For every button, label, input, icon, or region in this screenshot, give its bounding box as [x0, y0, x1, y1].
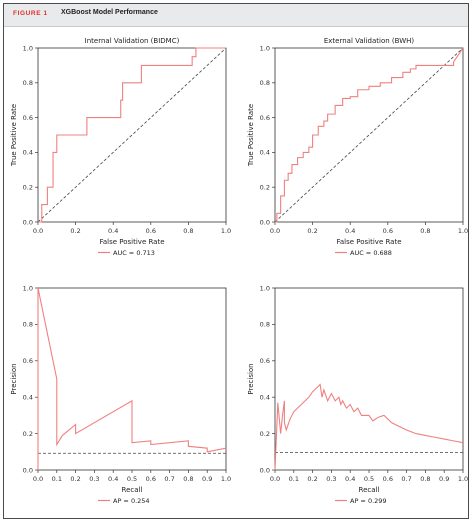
y-tick-label: 0.8 [23, 79, 33, 87]
y-tick-label: 0.0 [23, 218, 33, 226]
x-tick-label: 0.8 [420, 475, 430, 483]
x-tick-label: 0.7 [401, 475, 411, 483]
x-tick-label: 0.3 [326, 475, 336, 483]
x-tick-label: 0.6 [383, 227, 393, 235]
roc-internal-chart: Internal Validation (BIDMC) 0.0 0.2 0.4 0.6 0… [10, 37, 231, 257]
y-tick-label: 0.6 [23, 114, 33, 122]
x-tick-label: 0.2 [307, 227, 317, 235]
x-tick-label: 0.0 [33, 475, 43, 483]
x-tick-label: 0.4 [108, 475, 118, 483]
y-tick-label: 0.6 [260, 114, 270, 122]
figure-frame: FIGURE 1 XGBoost Model Performance [3, 3, 469, 519]
figure-header: FIGURE 1 XGBoost Model Performance [4, 4, 468, 27]
y-tick-label: 0.2 [23, 430, 33, 438]
x-tick-label: 1.0 [221, 227, 231, 235]
roc-external-chart: External Validation (BWH) 0.0 0.2 0.4 0.6 0.8… [247, 37, 468, 257]
figure-title: XGBoost Model Performance [61, 9, 158, 16]
y-tick-label: 0.4 [260, 149, 270, 157]
x-tick-label: 0.0 [270, 475, 280, 483]
x-tick-label: 1.0 [221, 475, 231, 483]
x-tick-label: 0.8 [183, 227, 193, 235]
legend-label: AP = 0.299 [350, 497, 387, 505]
y-tick-label: 1.0 [23, 44, 33, 52]
y-tick-label: 0.0 [260, 466, 270, 474]
x-tick-label: 1.0 [458, 475, 468, 483]
x-tick-label: 0.9 [439, 475, 449, 483]
y-tick-label: 1.0 [23, 284, 33, 292]
x-tick-label: 0.4 [345, 227, 355, 235]
y-tick-label: 0.0 [23, 466, 33, 474]
chance-line [274, 47, 464, 223]
x-tick-label: 0.2 [70, 227, 80, 235]
x-tick-label: 0.5 [127, 475, 137, 483]
x-axis-label: Recall [122, 486, 143, 494]
x-tick-label: 0.3 [89, 475, 99, 483]
chart-title: Internal Validation (BIDMC) [85, 37, 180, 45]
y-tick-label: 0.2 [23, 184, 33, 192]
x-tick-label: 1.0 [458, 227, 468, 235]
x-tick-label: 0.2 [70, 475, 80, 483]
x-tick-label: 0.7 [164, 475, 174, 483]
x-tick-label: 0.2 [307, 475, 317, 483]
pr-external-chart: 0.0 0.1 0.2 0.3 0.4 0.5 0.6 0.7 0.8 0.9 1.0 0.0 0.2 0… [247, 284, 468, 505]
x-tick-label: 0.8 [183, 475, 193, 483]
figure-label: FIGURE 1 [13, 10, 48, 17]
y-tick-label: 1.0 [260, 44, 270, 52]
y-tick-label: 0.8 [23, 321, 33, 329]
chart-title: External Validation (BWH) [324, 37, 415, 45]
x-tick-label: 0.5 [364, 475, 374, 483]
y-axis-label: True Positive Rate [10, 104, 18, 167]
y-tick-label: 0.4 [23, 149, 33, 157]
y-axis-label: Precision [10, 363, 18, 394]
y-tick-label: 0.2 [260, 184, 270, 192]
y-tick-label: 0.8 [260, 79, 270, 87]
x-axis-label: False Positive Rate [336, 238, 401, 246]
series-line [274, 383, 464, 471]
x-tick-label: 0.6 [146, 227, 156, 235]
x-tick-label: 0.1 [289, 475, 299, 483]
plot-frame [274, 287, 464, 471]
y-tick-label: 1.0 [260, 284, 270, 292]
y-tick-label: 0.4 [23, 394, 33, 402]
chance-line [37, 47, 227, 223]
pr-internal-chart: 0.0 0.1 0.2 0.3 0.4 0.5 0.6 0.7 0.8 0.9 1.0 0.0 0.2 0… [10, 284, 231, 505]
x-tick-label: 0.1 [52, 475, 62, 483]
plot-frame [37, 47, 227, 223]
y-tick-label: 0.0 [260, 218, 270, 226]
x-tick-label: 0.4 [108, 227, 118, 235]
y-tick-label: 0.6 [23, 357, 33, 365]
series-line [37, 287, 227, 470]
series-line [38, 47, 226, 223]
y-axis-label: True Positive Rate [247, 104, 255, 167]
x-tick-label: 0.9 [202, 475, 212, 483]
x-tick-label: 0.4 [345, 475, 355, 483]
legend-label: AP = 0.254 [113, 497, 150, 505]
x-tick-label: 0.6 [383, 475, 393, 483]
legend-label: AUC = 0.688 [350, 249, 392, 257]
legend-label: AUC = 0.713 [113, 249, 155, 257]
x-tick-label: 0.8 [420, 227, 430, 235]
plot-frame [274, 47, 464, 223]
x-tick-label: 0.6 [146, 475, 156, 483]
y-tick-label: 0.8 [260, 321, 270, 329]
y-tick-label: 0.6 [260, 357, 270, 365]
x-tick-label: 0.0 [33, 227, 43, 235]
x-axis-label: Recall [359, 486, 380, 494]
y-tick-label: 0.4 [260, 394, 270, 402]
series-line [275, 47, 464, 223]
x-axis-label: False Positive Rate [99, 238, 164, 246]
y-axis-label: Precision [247, 363, 255, 394]
y-tick-label: 0.2 [260, 430, 270, 438]
x-tick-label: 0.0 [270, 227, 280, 235]
